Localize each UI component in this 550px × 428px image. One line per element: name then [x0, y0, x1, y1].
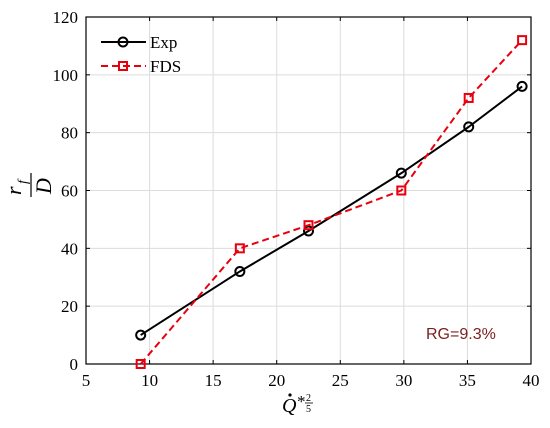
point-fds	[135, 359, 146, 369]
y-axis-label-num-sub: f	[16, 178, 31, 184]
point-exp	[463, 121, 475, 133]
y-tick-label: 60	[61, 182, 78, 201]
x-tick-label: 20	[268, 371, 285, 390]
series-layer	[135, 35, 528, 369]
y-tick-label: 80	[61, 124, 78, 143]
x-tick-label: 40	[523, 371, 540, 390]
legend-marker-fds	[118, 61, 128, 71]
x-axis-label-base: Q	[282, 395, 297, 417]
x-tick-label: 5	[82, 371, 91, 390]
x-tick-label: 25	[332, 371, 349, 390]
point-fds	[517, 35, 528, 46]
y-tick-label: 0	[70, 355, 79, 374]
legend: Exp FDS	[101, 33, 181, 76]
legend-marker-exp	[117, 36, 129, 48]
point-exp	[135, 329, 147, 341]
x-tick-label: 30	[395, 371, 412, 390]
x-axis-label-exp-den: 5	[306, 404, 311, 415]
x-tick-label: 15	[205, 371, 222, 390]
x-tick-label: 10	[141, 371, 158, 390]
series-line-exp	[140, 85, 523, 336]
x-axis-label-dot	[288, 393, 292, 397]
y-tick-label: 20	[61, 297, 78, 316]
series-line-fds	[139, 39, 523, 365]
y-axis-label-den: D	[31, 178, 56, 195]
point-fds	[234, 243, 245, 254]
y-tick-label: 40	[61, 239, 78, 258]
x-axis-label-exp-num: 2	[306, 393, 311, 404]
point-fds	[303, 220, 314, 231]
x-axis-label: Q * 2 5	[282, 392, 313, 417]
axis-ticks: 5 10 15 20 25 30 35 40 0 20 40 60 80 100 120	[53, 8, 540, 390]
x-axis-label-star: *	[297, 392, 306, 411]
y-axis-label: r f D	[1, 173, 56, 197]
grid	[85, 16, 532, 365]
y-tick-label: 100	[53, 66, 79, 85]
point-exp	[234, 265, 246, 277]
point-exp	[303, 225, 314, 237]
point-exp	[395, 167, 407, 179]
x-tick-label: 35	[459, 371, 476, 390]
y-tick-label: 120	[53, 8, 79, 27]
rg-annotation: RG=9.3%	[426, 326, 496, 343]
point-fds	[463, 92, 474, 103]
point-exp	[516, 80, 528, 92]
legend-label-exp: Exp	[150, 33, 177, 52]
y-axis-label-num: r	[1, 186, 26, 195]
point-fds	[396, 185, 407, 196]
legend-label-fds: FDS	[150, 57, 181, 76]
